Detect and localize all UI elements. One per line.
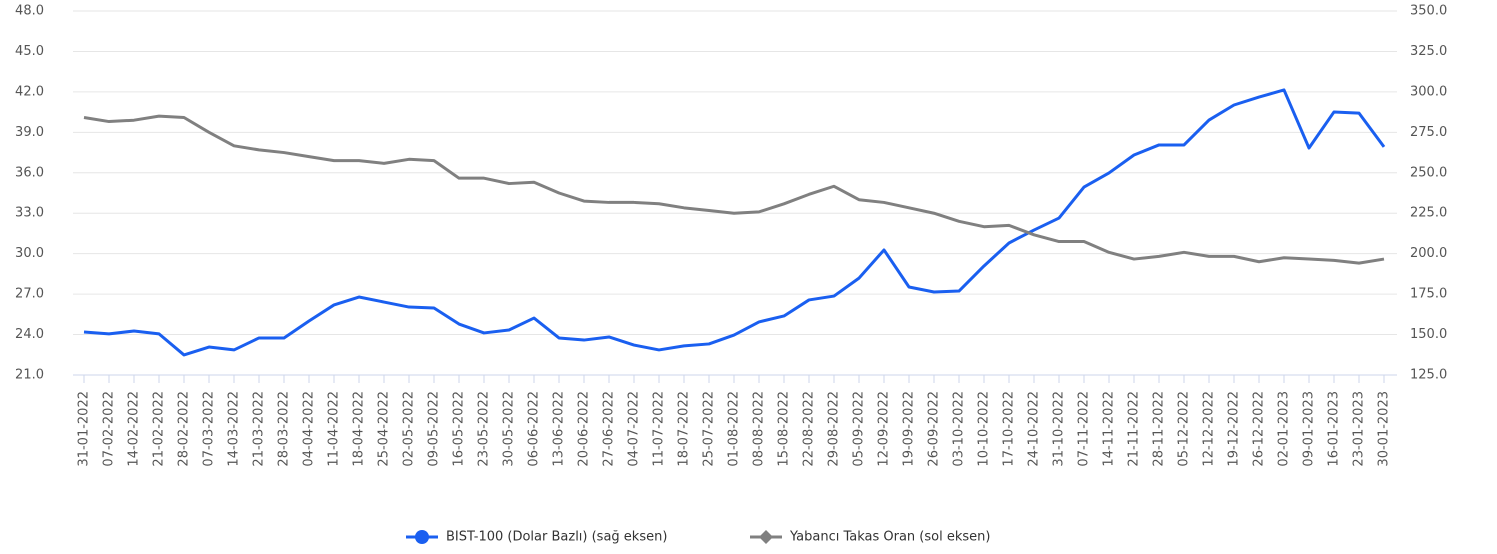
x-tick-label: 10-10-2022 — [977, 391, 992, 467]
x-tick-label: 19-12-2022 — [1227, 391, 1242, 467]
legend-item: BIST-100 (Dolar Bazlı) (sağ eksen) — [406, 530, 667, 545]
y-tick-label: 27.0 — [15, 287, 44, 302]
y-tick-label: 45.0 — [15, 44, 44, 59]
y-tick-label: 30.0 — [15, 246, 44, 261]
x-tick-label: 05-12-2022 — [1177, 391, 1192, 467]
x-tick-label: 02-01-2023 — [1277, 391, 1292, 467]
series-line — [83, 114, 1385, 265]
y-tick-label: 36.0 — [15, 165, 44, 180]
x-tick-label: 22-08-2022 — [802, 391, 817, 467]
x-tick-label: 20-06-2022 — [577, 391, 592, 467]
x-tick-label: 25-04-2022 — [377, 391, 392, 467]
x-tick-label: 26-09-2022 — [927, 391, 942, 467]
y2-tick-label: 200.0 — [1410, 246, 1447, 261]
x-tick-label: 28-02-2022 — [177, 391, 192, 467]
y-tick-label: 42.0 — [15, 84, 44, 99]
x-tick-label: 07-02-2022 — [102, 391, 117, 467]
x-tick-label: 19-09-2022 — [902, 391, 917, 467]
x-tick-label: 07-03-2022 — [202, 391, 217, 467]
x-tick-label: 14-03-2022 — [227, 391, 242, 467]
y2-tick-label: 325.0 — [1410, 44, 1447, 59]
x-tick-label: 11-07-2022 — [652, 391, 667, 467]
x-tick-label: 03-10-2022 — [952, 391, 967, 467]
legend-label: BIST-100 (Dolar Bazlı) (sağ eksen) — [446, 530, 667, 545]
x-tick-label: 02-05-2022 — [402, 391, 417, 467]
x-tick-label: 30-01-2023 — [1377, 391, 1392, 467]
y2-tick-label: 275.0 — [1410, 125, 1447, 140]
x-tick-label: 13-06-2022 — [552, 391, 567, 467]
x-tick-label: 30-05-2022 — [502, 391, 517, 467]
y2-tick-label: 125.0 — [1410, 368, 1447, 383]
x-tick-label: 17-10-2022 — [1002, 391, 1017, 467]
y-tick-label: 21.0 — [15, 368, 44, 383]
x-tick-label: 05-09-2022 — [852, 391, 867, 467]
x-tick-label: 14-02-2022 — [127, 391, 142, 467]
x-tick-label: 24-10-2022 — [1027, 391, 1042, 467]
x-tick-label: 01-08-2022 — [727, 391, 742, 467]
x-tick-label: 21-03-2022 — [252, 391, 267, 467]
x-tick-label: 12-12-2022 — [1202, 391, 1217, 467]
y2-tick-label: 150.0 — [1410, 327, 1447, 342]
y-tick-label: 24.0 — [15, 327, 44, 342]
x-tick-label: 09-05-2022 — [427, 391, 442, 467]
x-tick-label: 09-01-2023 — [1302, 391, 1317, 467]
y2-tick-label: 300.0 — [1410, 84, 1447, 99]
x-tick-label: 23-01-2023 — [1352, 391, 1367, 467]
legend-item: Yabancı Takas Oran (sol eksen) — [750, 530, 990, 545]
x-tick-label: 28-11-2022 — [1152, 391, 1167, 467]
y-tick-label: 33.0 — [15, 206, 44, 221]
x-tick-label: 16-01-2023 — [1327, 391, 1342, 467]
x-tick-label: 14-11-2022 — [1102, 391, 1117, 467]
legend-marker — [759, 530, 773, 544]
x-tick-label: 06-06-2022 — [527, 391, 542, 467]
x-tick-label: 11-04-2022 — [327, 391, 342, 467]
x-tick-label: 07-11-2022 — [1077, 391, 1092, 467]
x-tick-label: 25-07-2022 — [702, 391, 717, 467]
y-tick-label: 39.0 — [15, 125, 44, 140]
x-tick-label: 04-07-2022 — [627, 391, 642, 467]
y2-tick-label: 225.0 — [1410, 206, 1447, 221]
x-tick-label: 18-04-2022 — [352, 391, 367, 467]
legend-label: Yabancı Takas Oran (sol eksen) — [789, 530, 990, 545]
x-tick-label: 26-12-2022 — [1252, 391, 1267, 467]
x-tick-label: 18-07-2022 — [677, 391, 692, 467]
y-tick-label: 48.0 — [15, 4, 44, 19]
legend-marker — [415, 530, 429, 544]
y2-tick-label: 350.0 — [1410, 4, 1447, 19]
y2-tick-label: 250.0 — [1410, 165, 1447, 180]
x-tick-label: 31-01-2022 — [77, 391, 92, 467]
x-tick-label: 12-09-2022 — [877, 391, 892, 467]
x-tick-label: 27-06-2022 — [602, 391, 617, 467]
x-tick-label: 21-02-2022 — [152, 391, 167, 467]
x-tick-label: 29-08-2022 — [827, 391, 842, 467]
series-line — [83, 88, 1386, 357]
x-tick-label: 21-11-2022 — [1127, 391, 1142, 467]
x-tick-label: 31-10-2022 — [1052, 391, 1067, 467]
y2-tick-label: 175.0 — [1410, 287, 1447, 302]
x-tick-label: 23-05-2022 — [477, 391, 492, 467]
x-tick-label: 16-05-2022 — [452, 391, 467, 467]
x-tick-label: 15-08-2022 — [777, 391, 792, 467]
x-tick-label: 04-04-2022 — [302, 391, 317, 467]
x-tick-label: 28-03-2022 — [277, 391, 292, 467]
x-tick-label: 08-08-2022 — [752, 391, 767, 467]
